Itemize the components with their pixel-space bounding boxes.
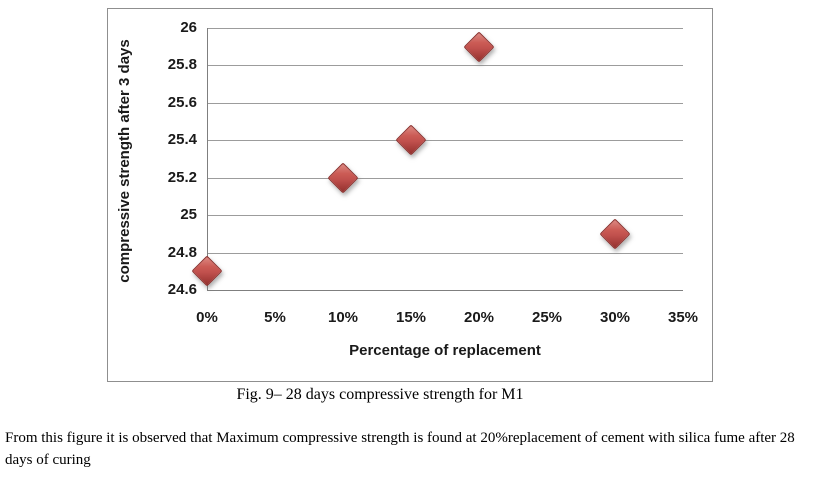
x-tick-label: 5% bbox=[264, 309, 286, 326]
data-point-marker bbox=[463, 31, 495, 63]
y-gridline bbox=[207, 253, 683, 254]
y-gridline bbox=[207, 290, 683, 291]
y-tick-label: 25.4 bbox=[167, 131, 197, 148]
chart-frame: compressive strength after 3 days Percen… bbox=[107, 8, 713, 382]
y-gridline bbox=[207, 140, 683, 141]
data-point-marker bbox=[599, 218, 631, 250]
y-axis-line bbox=[207, 28, 208, 290]
y-gridline bbox=[207, 28, 683, 29]
y-tick-label: 25.2 bbox=[167, 169, 197, 186]
x-tick-label: 10% bbox=[327, 309, 359, 326]
data-point-marker bbox=[327, 162, 359, 194]
x-tick-label: 35% bbox=[667, 309, 699, 326]
y-tick-label: 25 bbox=[180, 206, 197, 223]
y-tick-label: 25.8 bbox=[167, 56, 197, 73]
data-point-marker bbox=[395, 124, 427, 156]
y-tick-label: 24.8 bbox=[167, 244, 197, 261]
y-tick-label: 24.6 bbox=[167, 281, 197, 298]
x-axis-title: Percentage of replacement bbox=[349, 342, 541, 359]
y-tick-label: 25.6 bbox=[167, 94, 197, 111]
x-tick-label: 15% bbox=[395, 309, 427, 326]
x-tick-label: 20% bbox=[463, 309, 495, 326]
y-tick-label: 26 bbox=[180, 19, 197, 36]
figure-caption: Fig. 9– 28 days compressive strength for… bbox=[236, 386, 524, 403]
x-tick-label: 25% bbox=[531, 309, 563, 326]
body-paragraph-line: From this figure it is observed that Max… bbox=[5, 430, 795, 446]
y-gridline bbox=[207, 215, 683, 216]
x-tick-label: 0% bbox=[196, 309, 218, 326]
y-gridline bbox=[207, 65, 683, 66]
x-tick-label: 30% bbox=[599, 309, 631, 326]
y-gridline bbox=[207, 103, 683, 104]
body-paragraph: From this figure it is observed that Max… bbox=[5, 427, 823, 471]
y-gridline bbox=[207, 178, 683, 179]
body-paragraph-line: days of curing bbox=[5, 452, 91, 468]
